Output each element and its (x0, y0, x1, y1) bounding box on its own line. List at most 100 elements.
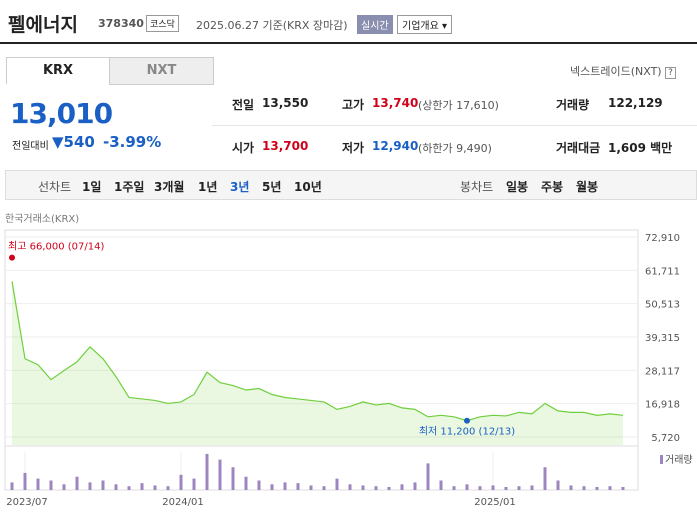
volume-bar (322, 486, 326, 490)
period-button[interactable]: 1년 (198, 180, 218, 194)
line-chart-label: 선차트 (38, 180, 72, 194)
volume-bar (608, 486, 612, 490)
volume-bar (75, 476, 79, 490)
chart-source: 한국거래소(KRX) (5, 214, 80, 225)
volume-bar (296, 483, 300, 490)
volume-bar (595, 486, 599, 490)
annotation-label: 최저 11,200 (12/13) (419, 426, 515, 438)
volume-bar (621, 486, 625, 490)
volume-bar (530, 485, 534, 490)
volume-bar (88, 482, 92, 490)
company-label: 기업개요 (402, 21, 439, 32)
quote-value: 13,550 (262, 96, 309, 110)
volume-bar (49, 480, 53, 490)
candle-button[interactable]: 월봉 (576, 180, 599, 194)
volume-bar (101, 480, 105, 490)
stock-code: 378340 (98, 17, 144, 30)
volume-bar (192, 478, 196, 490)
divider (0, 42, 697, 44)
volume-bar (231, 467, 235, 490)
volume-bar (439, 480, 443, 490)
volume-bar (244, 476, 248, 490)
volume-bar (62, 484, 66, 490)
y-tick-label: 61,711 (645, 266, 680, 277)
volume-bar (465, 484, 469, 490)
quote-value: 12,940 (372, 139, 419, 153)
volume-bar (179, 474, 183, 490)
candle-button[interactable]: 주봉 (541, 180, 564, 194)
y-tick-label: 39,315 (645, 333, 680, 344)
nxt-link[interactable]: 넥스트레이드(NXT) ? (570, 63, 676, 79)
annotation-dot (9, 254, 15, 261)
price-line (11, 281, 624, 422)
change-pct: -3.99% (103, 133, 162, 151)
volume-bar (257, 480, 261, 490)
quote-label: 시가 (232, 141, 255, 155)
volume-bar (556, 480, 560, 490)
realtime[interactable]: 실시간 (357, 15, 393, 34)
company-button[interactable]: 기업개요 ▾ (397, 15, 453, 34)
period-button[interactable]: 3년 (230, 180, 250, 194)
period-button[interactable]: 3개월 (154, 180, 185, 194)
volume-bar (387, 486, 391, 490)
change-label: 전일대비 (12, 141, 49, 152)
y-tick-label: 72,910 (645, 233, 680, 244)
x-tick-label: 2024/01 (162, 497, 204, 508)
volume-bar (114, 484, 118, 490)
volume-bar (309, 485, 313, 490)
quote-value: 1,609 백만 (608, 141, 673, 155)
x-tick-label: 2023/07 (6, 497, 48, 508)
candle-chart-label: 봉차트 (460, 180, 494, 194)
tab[interactable]: NXT (109, 57, 214, 85)
volume-bar (348, 484, 352, 490)
price: 13,010 (10, 97, 113, 130)
quote-label: 거래대금 (556, 141, 601, 155)
x-tick-label: 2025/01 (474, 497, 516, 508)
period-button[interactable]: 5년 (262, 180, 282, 194)
volume-bar (218, 459, 222, 490)
period-button[interactable]: 10년 (294, 180, 322, 194)
quote-label: 고가 (342, 98, 365, 112)
volume-bar (491, 485, 495, 490)
change-value: 540 (63, 133, 95, 151)
annotation-dot (464, 417, 470, 424)
divider (212, 125, 697, 126)
volume-bar (543, 467, 547, 490)
quote-label: 거래량 (556, 98, 590, 112)
quote-label: 전일 (232, 98, 255, 112)
volume-bar (361, 485, 365, 490)
volume-bar (478, 486, 482, 490)
period-button[interactable]: 1일 (82, 180, 102, 194)
volume-bar (335, 478, 339, 490)
quote-extra: (하한가 9,490) (418, 142, 492, 155)
volume-legend: 거래량 (665, 454, 693, 466)
volume-bar (205, 453, 209, 490)
volume-bar (10, 482, 14, 490)
volume-bar (413, 482, 417, 490)
quote-value: 13,700 (262, 139, 309, 153)
price-area (12, 281, 623, 445)
change: ▼540 (52, 133, 95, 151)
quote-label: 저가 (342, 141, 365, 155)
candle-button[interactable]: 일봉 (506, 180, 529, 194)
volume-bar (569, 485, 573, 490)
volume-bar (23, 472, 27, 490)
volume-legend-swatch (660, 455, 663, 464)
volume-bar (127, 486, 131, 490)
date: 2025.06.27 기준(KRX 장마감) (196, 19, 348, 32)
volume-bar (426, 463, 430, 490)
stock-name: 펠에너지 (8, 14, 78, 36)
y-tick-label: 28,117 (645, 366, 680, 377)
volume-bar (283, 482, 287, 490)
quote-value: 122,129 (608, 96, 663, 110)
market-badge: 코스닥 (146, 15, 179, 32)
volume-bar (166, 486, 170, 490)
period-button[interactable]: 1주일 (114, 180, 145, 194)
volume-bar (582, 486, 586, 490)
volume-bar (452, 486, 456, 490)
volume-bar (400, 484, 404, 490)
quote-extra: (상한가 17,610) (418, 99, 499, 112)
annotation-label: 최고 66,000 (07/14) (8, 241, 104, 253)
